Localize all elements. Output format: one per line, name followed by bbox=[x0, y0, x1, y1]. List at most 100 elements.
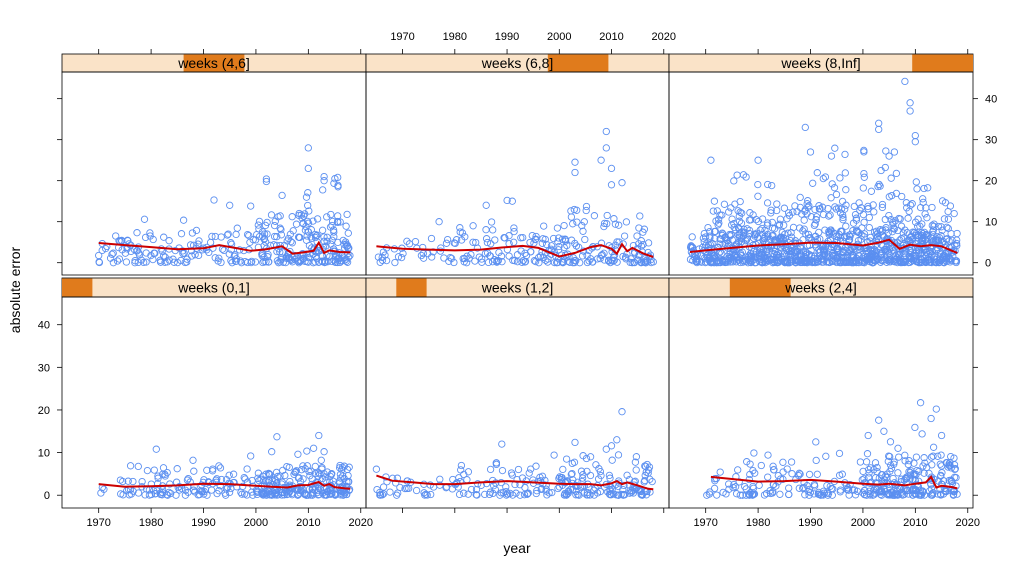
data-point bbox=[813, 470, 821, 478]
panel-strip-marker bbox=[547, 54, 609, 72]
data-point bbox=[303, 462, 311, 470]
data-point bbox=[847, 248, 855, 256]
data-point bbox=[160, 233, 168, 241]
data-point bbox=[946, 202, 955, 210]
trend-line bbox=[376, 242, 654, 258]
data-point bbox=[276, 224, 284, 232]
data-point bbox=[953, 229, 961, 238]
data-point bbox=[289, 227, 297, 235]
data-point bbox=[894, 226, 902, 235]
data-point bbox=[596, 254, 604, 263]
data-point bbox=[241, 257, 249, 266]
panel-strip-label: weeks (1,2] bbox=[481, 280, 554, 296]
data-point bbox=[115, 255, 124, 263]
data-point bbox=[147, 251, 155, 260]
data-point bbox=[498, 440, 506, 448]
data-point bbox=[846, 480, 854, 489]
data-point bbox=[886, 258, 895, 266]
data-point bbox=[910, 486, 918, 494]
data-point bbox=[608, 456, 616, 464]
data-point bbox=[555, 242, 563, 251]
data-point bbox=[861, 486, 869, 495]
y-tick-label: 40 bbox=[38, 320, 50, 332]
data-point bbox=[946, 462, 954, 470]
data-point bbox=[159, 470, 167, 478]
data-point bbox=[944, 215, 953, 223]
data-point bbox=[707, 156, 715, 164]
data-point bbox=[305, 207, 313, 215]
data-point bbox=[295, 483, 304, 491]
data-point bbox=[713, 491, 721, 499]
data-point bbox=[642, 259, 650, 267]
data-point bbox=[911, 138, 919, 146]
data-point bbox=[721, 258, 729, 266]
data-point bbox=[567, 236, 576, 244]
data-point bbox=[796, 470, 804, 478]
data-point bbox=[634, 256, 642, 264]
x-tick-label: 1990 bbox=[798, 517, 822, 529]
x-tick-label: 1980 bbox=[443, 31, 467, 43]
data-point bbox=[233, 224, 241, 232]
data-point bbox=[741, 237, 750, 245]
data-point bbox=[716, 240, 724, 248]
data-point bbox=[590, 486, 598, 494]
data-point bbox=[261, 221, 270, 230]
data-point bbox=[585, 257, 593, 265]
data-point bbox=[509, 256, 517, 264]
panel-strip-marker bbox=[729, 278, 791, 297]
data-point bbox=[521, 258, 529, 266]
data-point bbox=[322, 491, 331, 499]
data-point bbox=[731, 200, 739, 208]
data-point bbox=[191, 251, 199, 259]
data-point bbox=[225, 471, 233, 479]
x-axis-bottom-col2: 1970 1980 1990 2000 2010 2020 bbox=[693, 508, 980, 529]
data-point bbox=[633, 232, 641, 240]
data-point bbox=[865, 223, 873, 232]
data-point bbox=[918, 237, 927, 245]
data-point bbox=[818, 203, 827, 211]
data-point bbox=[725, 485, 733, 493]
data-point bbox=[917, 249, 925, 258]
data-point bbox=[412, 486, 421, 495]
data-point bbox=[953, 241, 961, 250]
data-point bbox=[930, 220, 938, 228]
data-point bbox=[482, 235, 491, 243]
data-point bbox=[832, 190, 841, 199]
data-point bbox=[719, 488, 727, 497]
data-point bbox=[810, 221, 819, 230]
data-point bbox=[764, 232, 772, 240]
data-point bbox=[495, 248, 503, 257]
data-point bbox=[188, 229, 197, 237]
data-point bbox=[452, 236, 461, 244]
data-point bbox=[516, 491, 524, 499]
data-point bbox=[730, 177, 738, 185]
data-point bbox=[894, 444, 902, 452]
data-point bbox=[898, 192, 906, 201]
data-point bbox=[907, 254, 915, 262]
data-point bbox=[523, 490, 531, 498]
data-point bbox=[901, 457, 909, 465]
data-point bbox=[165, 237, 173, 245]
data-point bbox=[339, 236, 347, 245]
data-point bbox=[205, 248, 213, 257]
data-point bbox=[163, 490, 171, 499]
data-point bbox=[268, 448, 276, 456]
data-point bbox=[129, 477, 137, 486]
data-point bbox=[217, 258, 225, 267]
data-point bbox=[342, 486, 351, 494]
data-point bbox=[451, 239, 459, 248]
data-point bbox=[879, 242, 887, 250]
data-point bbox=[887, 174, 895, 182]
data-point bbox=[343, 465, 352, 474]
data-point bbox=[735, 212, 743, 220]
data-point bbox=[710, 484, 719, 493]
data-point bbox=[580, 482, 588, 490]
data-point bbox=[283, 462, 291, 471]
data-point bbox=[512, 489, 520, 497]
x-ticks-col0 bbox=[98, 49, 362, 54]
data-point bbox=[862, 458, 871, 466]
data-point bbox=[649, 258, 657, 266]
data-point bbox=[578, 252, 587, 260]
data-point bbox=[498, 466, 507, 475]
data-point bbox=[810, 490, 818, 498]
